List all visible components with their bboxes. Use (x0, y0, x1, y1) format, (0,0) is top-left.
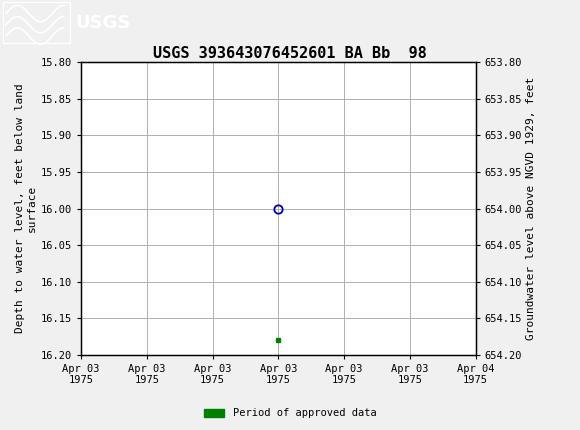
Y-axis label: Groundwater level above NGVD 1929, feet: Groundwater level above NGVD 1929, feet (526, 77, 537, 340)
Legend: Period of approved data: Period of approved data (200, 404, 380, 423)
Text: USGS: USGS (75, 15, 130, 33)
Y-axis label: Depth to water level, feet below land
surface: Depth to water level, feet below land su… (15, 84, 37, 333)
Text: USGS 393643076452601 BA Bb  98: USGS 393643076452601 BA Bb 98 (153, 46, 427, 61)
